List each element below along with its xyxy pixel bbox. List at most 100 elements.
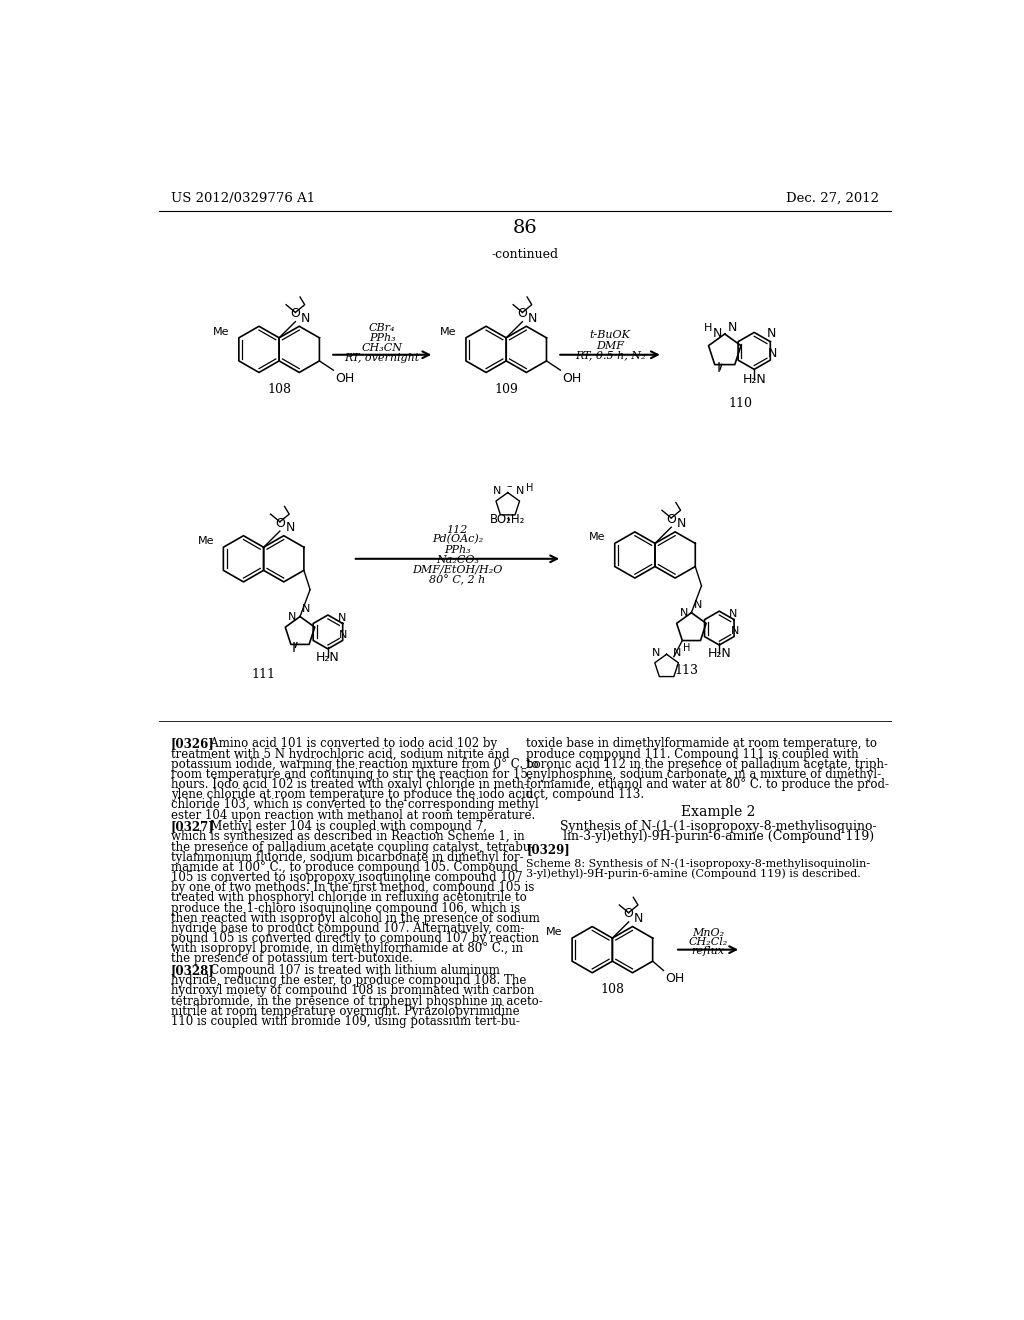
Text: Na₂CO₃: Na₂CO₃ — [436, 554, 479, 565]
Text: treated with phosphoryl chloride in refluxing acetonitrile to: treated with phosphoryl chloride in refl… — [171, 891, 526, 904]
Text: N: N — [730, 626, 739, 636]
Text: N: N — [768, 347, 777, 360]
Text: O: O — [517, 308, 527, 321]
Text: formamide, ethanol and water at 80° C. to produce the prod-: formamide, ethanol and water at 80° C. t… — [526, 777, 890, 791]
Text: N: N — [693, 601, 701, 610]
Text: N: N — [301, 312, 310, 325]
Text: OH: OH — [335, 372, 354, 384]
Text: chloride 103, which is converted to the corresponding methyl: chloride 103, which is converted to the … — [171, 799, 539, 812]
Text: hydride base to product compound 107. Alternatively, com-: hydride base to product compound 107. Al… — [171, 921, 524, 935]
Text: N: N — [528, 312, 538, 325]
Text: Compound 107 is treated with lithium aluminum: Compound 107 is treated with lithium alu… — [199, 964, 500, 977]
Text: PPh₃: PPh₃ — [444, 545, 471, 554]
Text: CH₂Cl₂: CH₂Cl₂ — [688, 937, 728, 946]
Text: 110 is coupled with bromide 109, using potassium tert-bu-: 110 is coupled with bromide 109, using p… — [171, 1015, 519, 1028]
Text: toxide base in dimethylformamide at room temperature, to: toxide base in dimethylformamide at room… — [526, 738, 878, 751]
Text: [0328]: [0328] — [171, 964, 214, 977]
Text: H: H — [525, 483, 534, 494]
Text: DMF/EtOH/H₂O: DMF/EtOH/H₂O — [413, 565, 503, 574]
Text: the presence of palladium acetate coupling catalyst, tetrabu-: the presence of palladium acetate coupli… — [171, 841, 534, 854]
Text: CH₃CN: CH₃CN — [361, 343, 402, 352]
Text: N: N — [302, 605, 310, 614]
Text: 86: 86 — [512, 219, 538, 236]
Text: Example 2: Example 2 — [681, 805, 756, 818]
Text: Me: Me — [589, 532, 605, 543]
Text: tylammonium fluoride, sodium bicarbonate in dimethyl for-: tylammonium fluoride, sodium bicarbonate… — [171, 851, 523, 863]
Text: H: H — [703, 323, 712, 333]
Text: 111: 111 — [252, 668, 275, 681]
Text: H: H — [683, 643, 690, 653]
Text: enylphosphine, sodium carbonate, in a mixture of dimethyl-: enylphosphine, sodium carbonate, in a mi… — [526, 768, 882, 781]
Text: N: N — [634, 912, 643, 925]
Text: hydroxyl moiety of compound 108 is brominated with carbon: hydroxyl moiety of compound 108 is bromi… — [171, 985, 534, 998]
Text: Methyl ester 104 is coupled with compound 7,: Methyl ester 104 is coupled with compoun… — [199, 820, 486, 833]
Text: O: O — [667, 512, 676, 525]
Text: [0326]: [0326] — [171, 738, 214, 751]
Text: BO₂H₂: BO₂H₂ — [490, 513, 525, 527]
Text: nitrile at room temperature overnight. Pyrazolopyrimidine: nitrile at room temperature overnight. P… — [171, 1005, 519, 1018]
Text: 108: 108 — [267, 383, 291, 396]
Text: RT, 0.5 h, N₂: RT, 0.5 h, N₂ — [574, 351, 645, 360]
Text: produce compound 111. Compound 111 is coupled with: produce compound 111. Compound 111 is co… — [526, 747, 859, 760]
Text: Me: Me — [547, 927, 563, 937]
Text: 3-yl)ethyl)-9H-purin-6-amine (Compound 119) is described.: 3-yl)ethyl)-9H-purin-6-amine (Compound 1… — [526, 869, 861, 879]
Text: uct, compound 113.: uct, compound 113. — [526, 788, 644, 801]
Text: Scheme 8: Synthesis of N-(1-isopropoxy-8-methylisoquinolin-: Scheme 8: Synthesis of N-(1-isopropoxy-8… — [526, 858, 870, 869]
Text: Synthesis of N-(1-(1-isopropoxy-8-methylisoquino-: Synthesis of N-(1-(1-isopropoxy-8-methyl… — [560, 820, 877, 833]
Text: OH: OH — [562, 372, 582, 384]
Text: mamide at 100° C., to produce compound 105. Compound: mamide at 100° C., to produce compound 1… — [171, 861, 517, 874]
Text: H₂N: H₂N — [742, 374, 766, 387]
Text: which is synthesized as described in Reaction Scheme 1, in: which is synthesized as described in Rea… — [171, 830, 524, 843]
Text: N: N — [680, 607, 688, 618]
Text: by one of two methods. In the first method, compound 105 is: by one of two methods. In the first meth… — [171, 882, 534, 894]
Text: N: N — [288, 611, 297, 622]
Text: Dec. 27, 2012: Dec. 27, 2012 — [786, 191, 879, 205]
Text: 110: 110 — [728, 397, 753, 409]
Text: 113: 113 — [674, 664, 698, 677]
Text: hydride, reducing the ester, to produce compound 108. The: hydride, reducing the ester, to produce … — [171, 974, 526, 987]
Text: boronic acid 112 in the presence of palladium acetate, triph-: boronic acid 112 in the presence of pall… — [526, 758, 889, 771]
Text: Me: Me — [213, 326, 229, 337]
Text: produce the 1-chloro isoquinoline compound 106, which is: produce the 1-chloro isoquinoline compou… — [171, 902, 520, 915]
Text: treatment with 5 N hydrochloric acid, sodium nitrite and: treatment with 5 N hydrochloric acid, so… — [171, 747, 509, 760]
Text: RT, overnight: RT, overnight — [344, 352, 420, 363]
Text: potassium iodide, warming the reaction mixture from 0° C. to: potassium iodide, warming the reaction m… — [171, 758, 539, 771]
Text: 108: 108 — [600, 983, 625, 997]
Text: tetrabromide, in the presence of triphenyl phosphine in aceto-: tetrabromide, in the presence of triphen… — [171, 995, 543, 1007]
Text: MnO₂: MnO₂ — [692, 928, 724, 937]
Text: DMF: DMF — [596, 341, 624, 351]
Text: room temperature and continuing to stir the reaction for 15: room temperature and continuing to stir … — [171, 768, 527, 781]
Text: N: N — [516, 486, 524, 496]
Text: H₂N: H₂N — [316, 651, 340, 664]
Text: 109: 109 — [495, 383, 518, 396]
Text: reflux: reflux — [691, 946, 725, 956]
Text: Amino acid 101 is converted to iodo acid 102 by: Amino acid 101 is converted to iodo acid… — [199, 738, 497, 751]
Text: with isopropyl bromide, in dimethylformamide at 80° C., in: with isopropyl bromide, in dimethylforma… — [171, 942, 522, 956]
Text: [0327]: [0327] — [171, 820, 214, 833]
Text: N: N — [338, 614, 346, 623]
Text: N: N — [677, 517, 686, 531]
Text: then reacted with isopropyl alcohol in the presence of sodium: then reacted with isopropyl alcohol in t… — [171, 912, 540, 925]
Text: N: N — [729, 610, 737, 619]
Text: US 2012/0329776 A1: US 2012/0329776 A1 — [171, 191, 314, 205]
Text: N: N — [286, 521, 295, 535]
Text: N: N — [713, 327, 722, 341]
Text: Pd(OAc)₂: Pd(OAc)₂ — [432, 535, 483, 545]
Text: 80° C, 2 h: 80° C, 2 h — [429, 574, 485, 585]
Text: t-BuOK: t-BuOK — [590, 330, 631, 341]
Text: [0329]: [0329] — [526, 843, 570, 857]
Text: N: N — [728, 321, 737, 334]
Text: 105 is converted to isopropoxy isoquinoline compound 107: 105 is converted to isopropoxy isoquinol… — [171, 871, 522, 884]
Text: –: – — [507, 482, 512, 491]
Text: N: N — [651, 648, 659, 657]
Text: O: O — [624, 907, 634, 920]
Text: I: I — [717, 362, 721, 375]
Text: OH: OH — [665, 972, 684, 985]
Text: ylene chloride at room temperature to produce the iodo acid: ylene chloride at room temperature to pr… — [171, 788, 532, 801]
Text: ester 104 upon reaction with methanol at room temperature.: ester 104 upon reaction with methanol at… — [171, 809, 535, 821]
Text: N: N — [767, 327, 776, 341]
Text: H₂N: H₂N — [708, 647, 731, 660]
Text: Me: Me — [198, 536, 214, 546]
Text: O: O — [275, 516, 285, 529]
Text: Me: Me — [440, 326, 457, 337]
